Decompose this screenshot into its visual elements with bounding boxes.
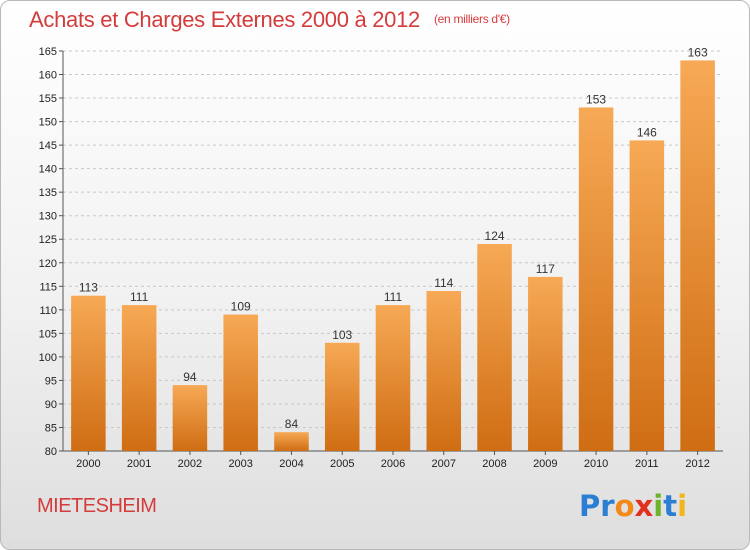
data-label-2006: 111	[384, 290, 403, 304]
y-tick-label: 85	[45, 422, 57, 434]
bar-2008	[477, 243, 512, 451]
logo-letter: r	[600, 489, 615, 523]
bar-2011	[629, 140, 665, 452]
y-tick-label: 110	[39, 305, 57, 317]
data-label-2010: 153	[586, 92, 606, 106]
bar-2003	[223, 314, 258, 451]
y-tick-label: 150	[39, 117, 57, 129]
bar-2004	[274, 432, 309, 451]
data-label-2005: 103	[332, 328, 352, 342]
bar-2002	[172, 385, 208, 451]
labels: 80 85 90 95 100 105 110 115 120 125 130 135 140 145 15…	[39, 45, 710, 470]
x-tick-label-2010: 2010	[584, 458, 608, 470]
x-tick-label-2003: 2003	[228, 458, 252, 470]
logo-letter: t	[663, 489, 678, 523]
bar-2012	[680, 60, 715, 451]
y-tick-label: 105	[39, 328, 57, 340]
logo-letter: i	[677, 489, 688, 523]
x-tick-label-2012: 2012	[685, 458, 709, 470]
y-tick-label: 135	[39, 187, 57, 199]
x-tick-label-2011: 2011	[635, 458, 659, 470]
logo-letter: x	[634, 489, 654, 523]
data-label-2003: 109	[231, 300, 251, 314]
bar-2010	[578, 107, 614, 452]
y-tick-label: 130	[39, 211, 57, 223]
chart-title: Achats et Charges Externes 2000 à 2012 (e…	[29, 7, 510, 33]
y-tick-label: 90	[45, 399, 57, 411]
data-label-2001: 111	[130, 290, 149, 304]
logo-letter: o	[614, 489, 635, 523]
logo-letter: P	[579, 489, 601, 523]
chart-subtitle: (en milliers d'€)	[433, 12, 510, 26]
bars	[71, 60, 715, 452]
y-tick-label: 155	[39, 93, 57, 105]
y-tick-label: 125	[39, 234, 57, 246]
y-tick-label: 95	[45, 375, 57, 387]
x-tick-label-2005: 2005	[330, 458, 354, 470]
x-tick-label-2006: 2006	[381, 458, 405, 470]
bar-2000	[71, 295, 106, 451]
data-label-2012: 163	[688, 45, 708, 59]
x-tick-label-2007: 2007	[432, 458, 456, 470]
bar-2006	[375, 305, 411, 451]
title-text: Achats et Charges Externes 2000 à 2012	[29, 7, 420, 32]
bar-2007	[426, 291, 462, 451]
data-label-2002: 94	[183, 370, 197, 384]
y-tick-label: 145	[39, 140, 57, 152]
x-tick-label-2001: 2001	[127, 458, 151, 470]
y-tick-label: 115	[39, 281, 57, 293]
data-label-2008: 124	[485, 229, 505, 243]
data-label-2009: 117	[536, 262, 555, 276]
x-tick-label-2004: 2004	[279, 458, 303, 470]
bar-2005	[324, 342, 360, 451]
y-tick-label: 120	[39, 258, 57, 270]
proxiti-logo[interactable]: Proxiti	[579, 489, 687, 523]
y-tick-label: 160	[39, 70, 57, 82]
data-label-2004: 84	[285, 417, 299, 431]
x-tick-label-2002: 2002	[178, 458, 202, 470]
y-tick-label: 80	[45, 446, 57, 458]
commune-name: MIETESHEIM	[37, 495, 157, 517]
x-tick-label-2000: 2000	[76, 458, 100, 470]
x-tick-label-2008: 2008	[482, 458, 506, 470]
bar-2009	[528, 276, 563, 451]
y-tick-label: 100	[39, 352, 57, 364]
data-label-2007: 114	[434, 276, 453, 290]
x-tick-label-2009: 2009	[533, 458, 557, 470]
data-label-2011: 146	[637, 125, 657, 139]
bar-2001	[121, 305, 157, 451]
data-label-2000: 113	[79, 281, 98, 295]
logo-letter: i	[653, 489, 664, 523]
y-tick-label: 165	[39, 46, 57, 58]
y-tick-label: 140	[39, 164, 57, 176]
